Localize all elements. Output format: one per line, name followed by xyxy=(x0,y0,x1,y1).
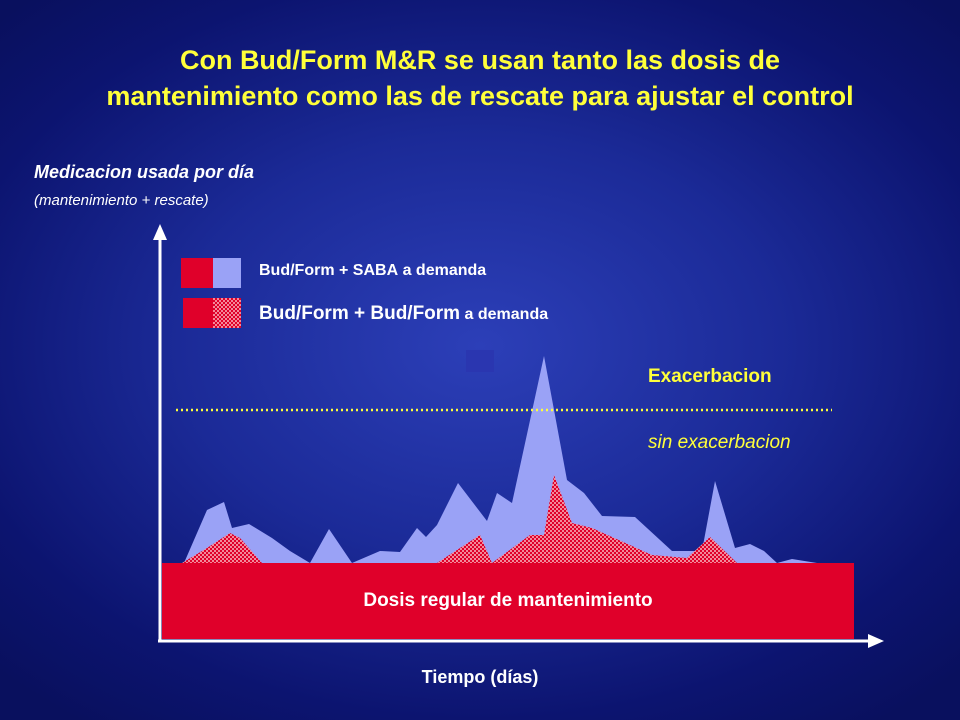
legend-swatch-budform-hatched xyxy=(213,298,241,328)
legend-swatch-saba-lilac xyxy=(213,258,241,288)
legend-swatch-saba xyxy=(181,258,241,288)
x-axis-arrow-icon xyxy=(868,634,884,648)
title-line-1: Con Bud/Form M&R se usan tanto las dosis… xyxy=(179,45,781,75)
legend-swatch-budform-red xyxy=(183,298,213,328)
series-budform-area xyxy=(162,475,854,563)
legend-label-saba-main: Bud/Form + SABA xyxy=(259,262,399,279)
y-axis-sublabel: (mantenimiento + rescate) xyxy=(34,192,209,209)
chart-title: Con Bud/Form M&R se usan tanto las dosis… xyxy=(0,42,960,114)
maintenance-dose-label: Dosis regular de mantenimiento xyxy=(363,590,653,611)
legend-label-budform-main: Bud/Form + Bud/Form xyxy=(259,303,461,324)
legend-swatch-saba-red xyxy=(181,258,213,288)
threshold-label-below: sin exacerbacion xyxy=(648,432,791,453)
threshold-label-above: Exacerbacion xyxy=(648,366,772,387)
decorative-square xyxy=(466,350,494,372)
legend-label-saba-suffix: a demanda xyxy=(402,262,487,279)
title-line-2: mantenimiento como las de rescate para a… xyxy=(106,81,854,111)
maintenance-dose-bar xyxy=(162,563,854,639)
x-axis-label: Tiempo (días) xyxy=(421,667,539,687)
legend-label-budform: Bud/Form + Bud/Form a demanda xyxy=(259,303,548,325)
y-axis-arrow-icon xyxy=(153,224,167,240)
legend-swatch-budform xyxy=(183,298,241,328)
y-axis-label: Medicacion usada por día xyxy=(34,162,255,182)
legend-label-budform-suffix: a demanda xyxy=(464,306,549,323)
legend-label-saba: Bud/Form + SABA a demanda xyxy=(259,262,486,280)
